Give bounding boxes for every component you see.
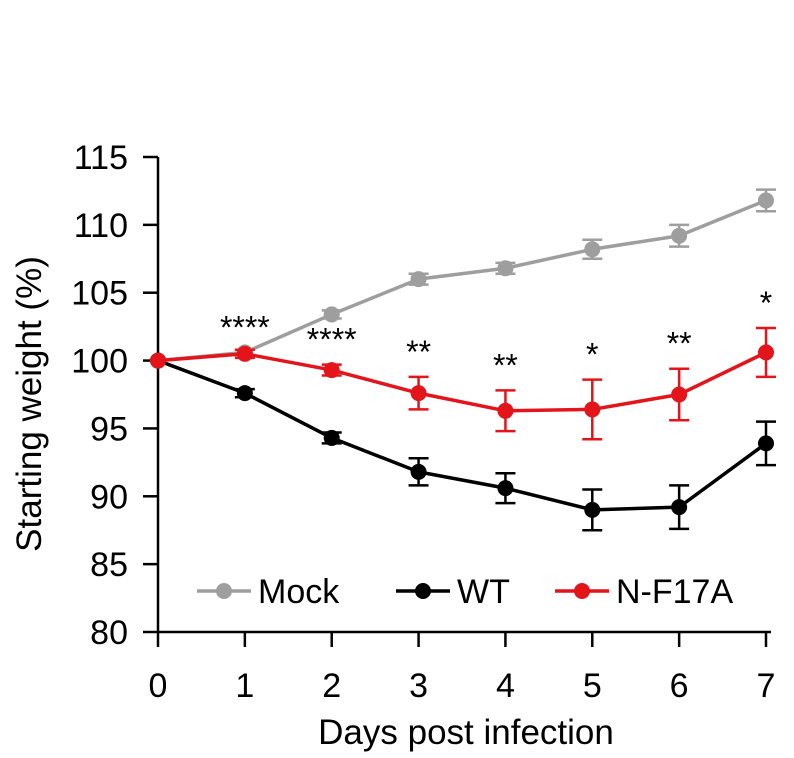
data-point-wt bbox=[671, 499, 688, 516]
data-point-mock bbox=[410, 271, 427, 288]
series-line-wt bbox=[157, 358, 768, 512]
data-point-nf17a bbox=[150, 352, 166, 369]
y-tick-label: 90 bbox=[90, 478, 128, 516]
series-layer bbox=[150, 188, 776, 532]
y-ticks: 80 85 90 95 100 105 110 115 bbox=[71, 139, 158, 652]
data-point-wt bbox=[236, 385, 253, 402]
y-tick-label: 85 bbox=[90, 546, 128, 584]
data-point-mock bbox=[584, 241, 601, 258]
x-tick-label: 1 bbox=[235, 667, 254, 705]
significance-annotations: **** **** ** ** * *** bbox=[220, 285, 772, 383]
x-tick-label: 6 bbox=[670, 667, 689, 705]
data-point-wt bbox=[497, 480, 514, 497]
series-nf17a bbox=[150, 326, 776, 441]
data-point-nf17a bbox=[758, 344, 774, 361]
x-tick-label: 5 bbox=[583, 667, 602, 705]
data-point-wt bbox=[584, 501, 601, 518]
series-line-mock bbox=[157, 198, 767, 363]
data-point-nf17a bbox=[323, 362, 340, 379]
data-point-nf17a bbox=[671, 386, 688, 403]
x-tick-label: 2 bbox=[322, 667, 341, 705]
y-tick-label: 115 bbox=[74, 139, 128, 177]
x-ticks: 0 1 2 3 4 5 6 7 bbox=[149, 632, 776, 705]
data-point-mock bbox=[497, 260, 514, 277]
legend-marker-nf17a bbox=[574, 583, 590, 599]
data-point-nf17a bbox=[236, 345, 253, 362]
legend: Mock WT N-F17A bbox=[197, 573, 733, 611]
significance-label: * bbox=[760, 285, 772, 321]
legend-label-nf17a: N-F17A bbox=[616, 573, 733, 611]
significance-label: **** bbox=[220, 309, 270, 345]
data-point-wt bbox=[323, 429, 340, 446]
legend-item-wt: WT bbox=[396, 573, 510, 611]
y-tick-label: 80 bbox=[90, 614, 128, 652]
data-point-nf17a bbox=[410, 385, 427, 402]
significance-label: **** bbox=[307, 322, 357, 358]
data-point-nf17a bbox=[584, 401, 601, 418]
x-tick-label: 3 bbox=[409, 667, 428, 705]
legend-item-nf17a: N-F17A bbox=[555, 573, 733, 611]
axes: 80 85 90 95 100 105 110 115 0 1 2 3 4 5 6 7 Starting w… bbox=[10, 139, 775, 752]
x-axis-label: Days post infection bbox=[318, 713, 614, 752]
series-wt bbox=[150, 352, 776, 532]
y-tick-label: 110 bbox=[74, 207, 128, 245]
y-tick-label: 95 bbox=[90, 410, 128, 448]
series-line-nf17a bbox=[157, 350, 767, 413]
significance-label: ** bbox=[406, 334, 431, 370]
legend-marker-mock bbox=[216, 583, 232, 599]
legend-label-mock: Mock bbox=[258, 573, 340, 611]
legend-marker-wt bbox=[415, 583, 431, 599]
data-point-wt bbox=[758, 435, 774, 452]
legend-item-mock: Mock bbox=[197, 573, 340, 611]
data-point-nf17a bbox=[497, 402, 514, 419]
significance-label: ** bbox=[667, 326, 692, 362]
data-point-wt bbox=[410, 463, 427, 480]
legend-label-wt: WT bbox=[457, 573, 510, 611]
data-point-mock bbox=[758, 192, 774, 209]
significance-label: * bbox=[586, 337, 598, 373]
y-tick-label: 105 bbox=[71, 275, 128, 313]
significance-label: ** bbox=[493, 347, 518, 383]
y-tick-label: 100 bbox=[71, 343, 128, 381]
x-tick-label: 7 bbox=[757, 667, 776, 705]
x-tick-label: 0 bbox=[149, 667, 168, 705]
data-point-mock bbox=[671, 227, 688, 244]
x-tick-label: 4 bbox=[496, 667, 515, 705]
y-axis-label: Starting weight (%) bbox=[10, 256, 49, 552]
data-point-mock bbox=[323, 306, 340, 323]
